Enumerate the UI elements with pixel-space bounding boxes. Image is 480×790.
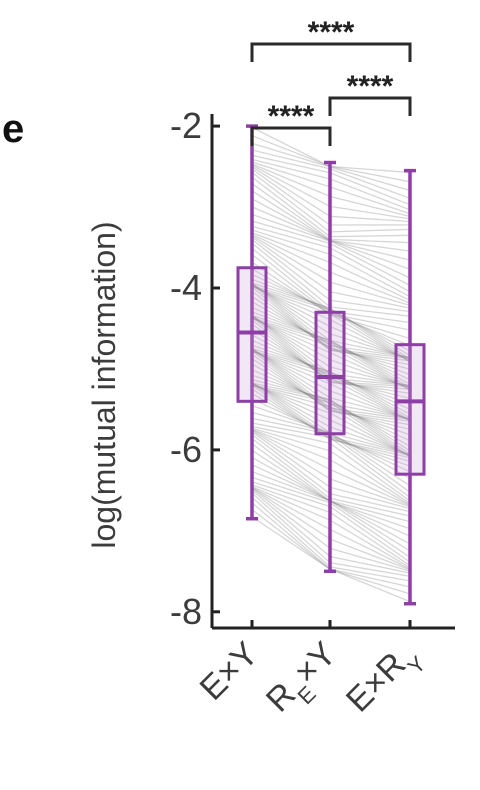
y-tick-label: -8: [170, 591, 202, 632]
category-label-text: E×RY: [339, 635, 431, 727]
significance-label: ****: [347, 70, 394, 103]
significance-label: ****: [308, 16, 355, 49]
significance-bracket: [250, 42, 412, 62]
category-label-text: E×Y: [193, 635, 266, 708]
category-label: E×RY: [339, 635, 431, 727]
y-tick-label: -2: [170, 105, 202, 146]
iqr-box: [236, 266, 268, 403]
y-axis-label: log(mutual information): [86, 221, 122, 548]
panel-label: e: [2, 107, 24, 151]
axes: -2 -4 -6 -8: [170, 105, 455, 632]
y-tick-label: -4: [170, 267, 202, 308]
y-tick-label: -6: [170, 429, 202, 470]
significance-bracket: [250, 126, 332, 146]
category-labels: E×YRE×YE×RY: [193, 635, 431, 727]
category-label-text: RE×Y: [259, 635, 350, 726]
significance-label: ****: [268, 100, 315, 133]
iqr-box: [394, 343, 426, 476]
iqr-box: [314, 310, 346, 436]
category-label: RE×Y: [259, 635, 350, 726]
boxes: [236, 124, 426, 606]
significance-brackets: **** **** ****: [250, 16, 412, 146]
category-label: E×Y: [193, 635, 266, 708]
significance-bracket: [328, 96, 412, 116]
